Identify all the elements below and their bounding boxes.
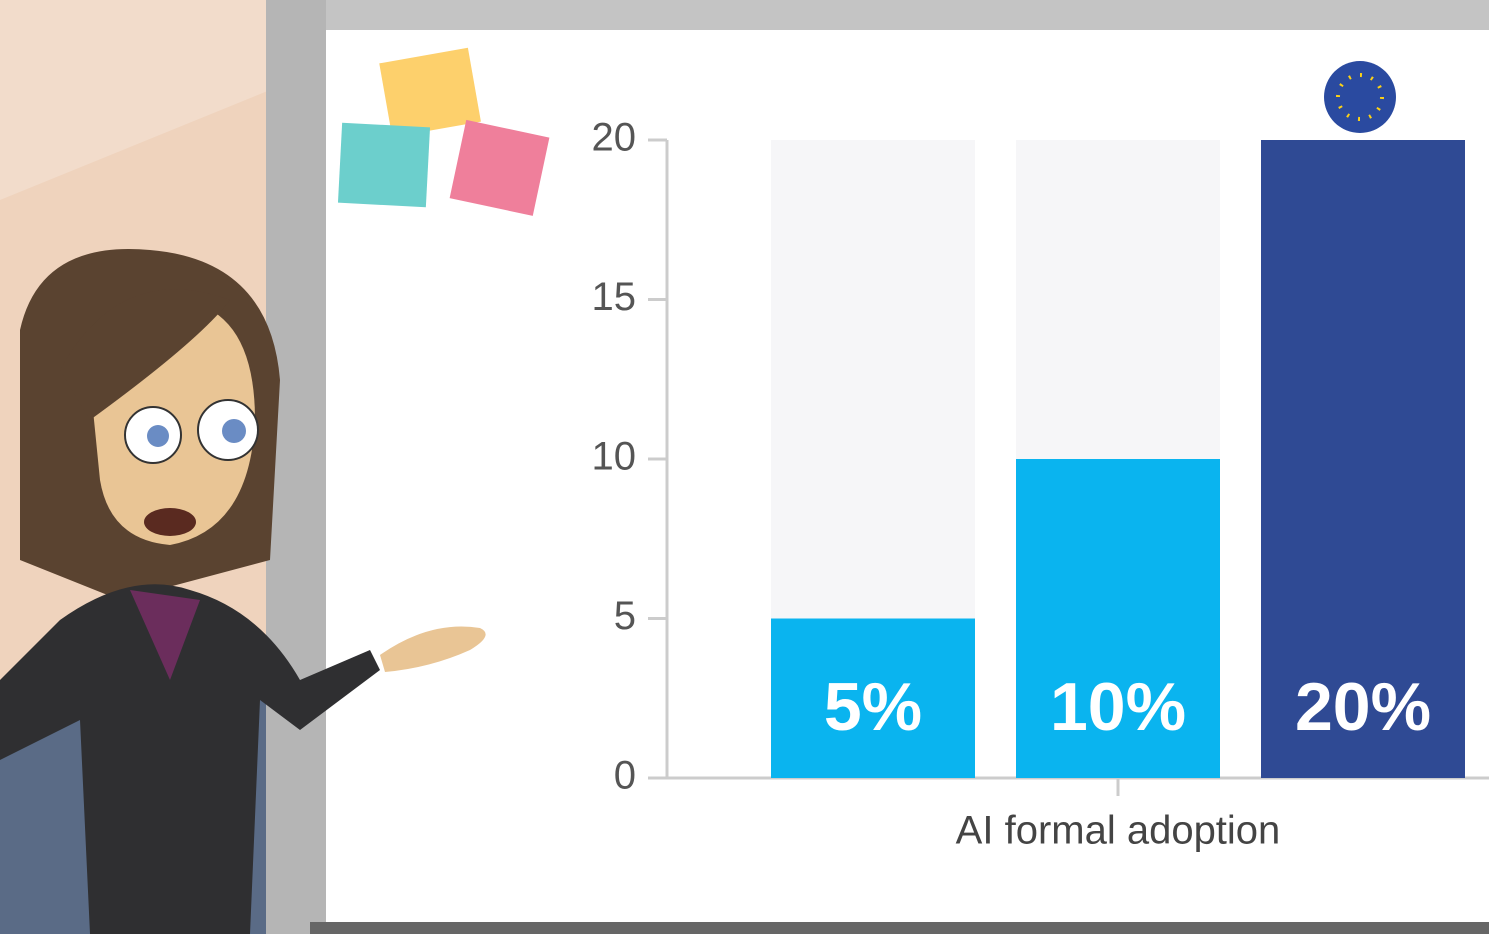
bar xyxy=(771,618,975,778)
value-label: 5% xyxy=(824,669,922,745)
bar xyxy=(1016,459,1220,778)
bangs xyxy=(60,289,230,420)
iris xyxy=(147,425,169,447)
flag-disc xyxy=(1324,61,1396,133)
presenter xyxy=(0,249,486,934)
wall-shade xyxy=(0,0,270,200)
iris xyxy=(222,419,246,443)
shirt xyxy=(130,590,200,680)
sticky-notes xyxy=(337,47,550,216)
board-ledge xyxy=(310,922,1489,934)
chart: 0 5 10 15 20 AI formal adoption 5% 10% 20% xyxy=(592,116,1489,853)
note xyxy=(379,47,481,138)
note xyxy=(337,122,431,208)
flag-eu xyxy=(1324,61,1396,133)
note xyxy=(449,119,550,216)
bar xyxy=(1261,140,1465,778)
flag-stars xyxy=(1336,73,1384,121)
y-tick-label: 20 xyxy=(592,116,637,160)
board-frame xyxy=(266,0,326,934)
y-tick-label: 10 xyxy=(592,435,637,479)
y-tick-label: 5 xyxy=(614,594,636,638)
y-tick-label: 15 xyxy=(592,275,637,319)
value-label: 10% xyxy=(1050,669,1186,745)
suit xyxy=(0,584,380,934)
value-label: 20% xyxy=(1295,669,1431,745)
y-tick-label: 0 xyxy=(614,754,636,798)
mouth xyxy=(144,508,196,536)
hand xyxy=(380,626,486,672)
x-tick-label: AI formal adoption xyxy=(956,809,1281,853)
